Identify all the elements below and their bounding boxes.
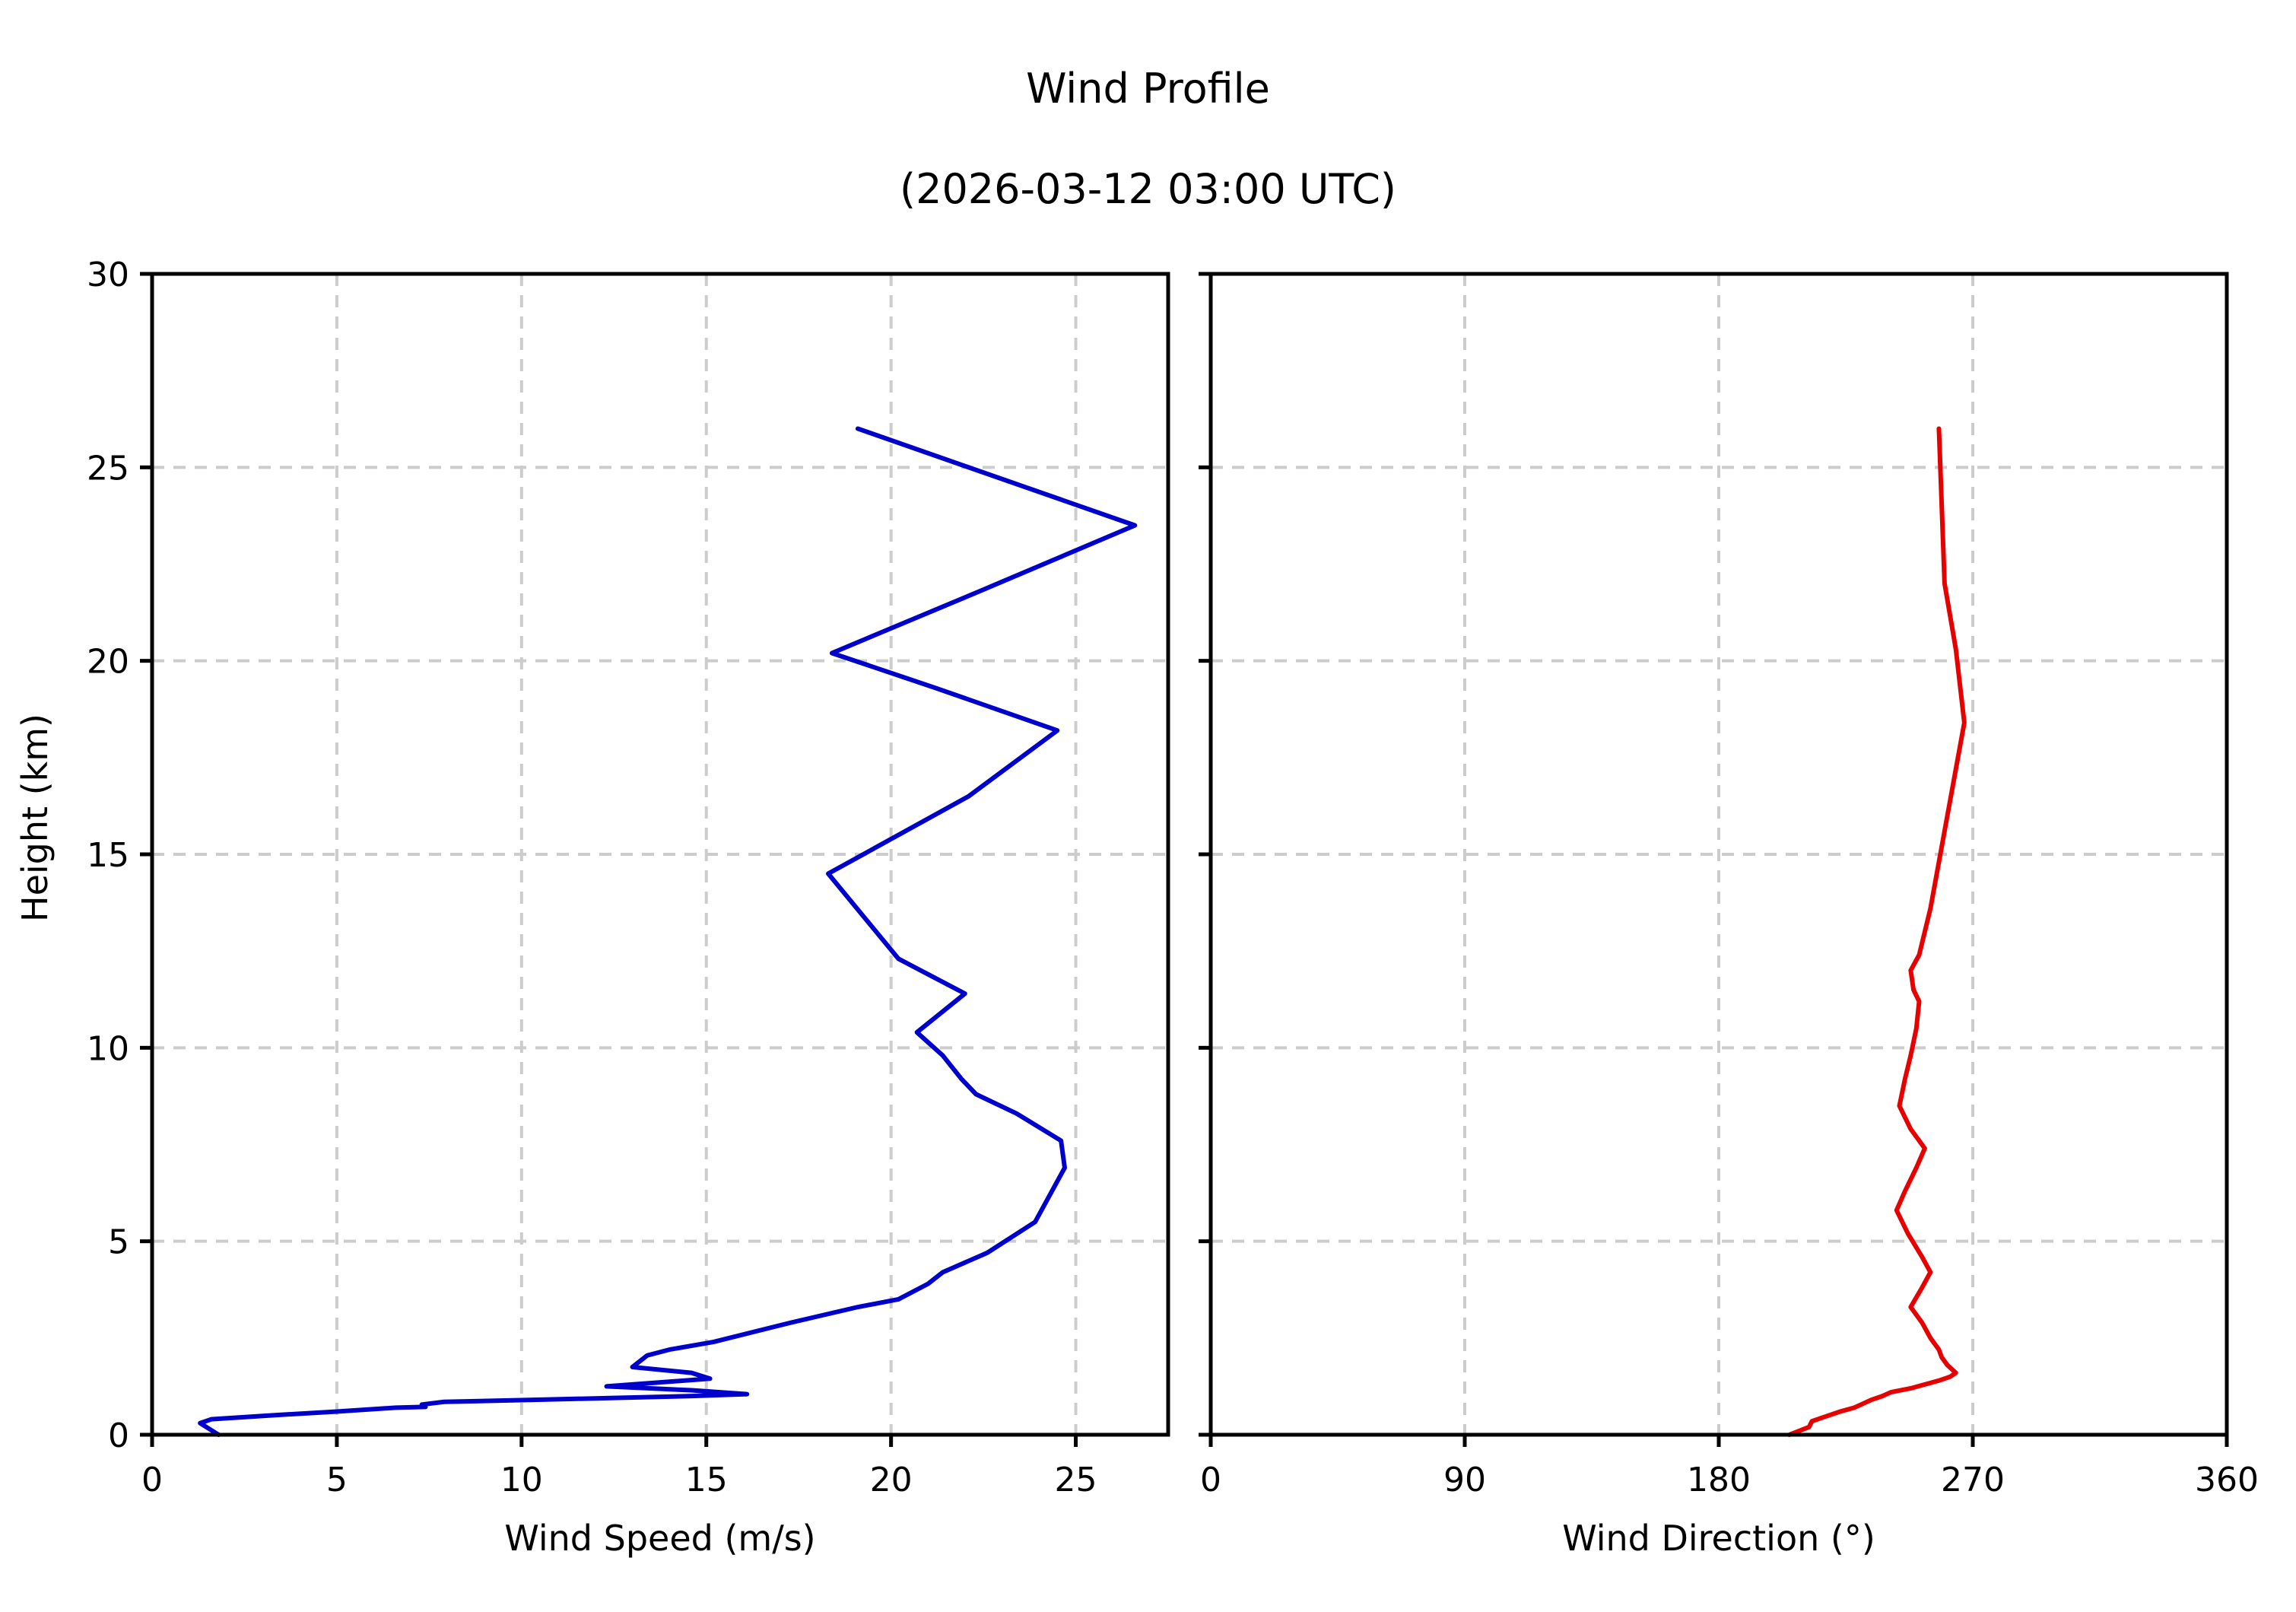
left-axes: 0 5 10 15 20 25 0 5 10 15 20 25 30 Wind Speed (m/s) bbox=[87, 256, 1170, 1559]
x-tick-label: 5 bbox=[326, 1461, 348, 1499]
y-tick-label: 25 bbox=[87, 449, 129, 488]
y-tick-label: 20 bbox=[87, 643, 129, 682]
x-tick-label: 360 bbox=[2195, 1461, 2259, 1499]
figure-title-line2: (2026-03-12 03:00 UTC) bbox=[900, 164, 1396, 213]
x-tick-label: 10 bbox=[500, 1461, 543, 1499]
x-tick-label: 180 bbox=[1687, 1461, 1751, 1499]
right-axes: 0 90 180 270 360 Wind Direction (°) bbox=[1199, 272, 2259, 1559]
wind-direction-line bbox=[1786, 426, 1967, 1437]
x-axis-label: Wind Speed (m/s) bbox=[504, 1518, 815, 1559]
y-tick-label: 10 bbox=[87, 1029, 129, 1068]
figure-title: Wind Profile (2026-03-12 03:00 UTC) bbox=[0, 14, 2296, 264]
x-tick-label: 0 bbox=[1200, 1461, 1221, 1499]
y-axis-label: Height (km) bbox=[14, 714, 56, 922]
x-tick-label: 15 bbox=[685, 1461, 728, 1499]
y-tick-label: 0 bbox=[108, 1416, 129, 1455]
x-tick-label: 0 bbox=[141, 1461, 163, 1499]
x-tick-label: 20 bbox=[870, 1461, 913, 1499]
x-tick-label: 270 bbox=[1941, 1461, 2005, 1499]
x-tick-label: 90 bbox=[1443, 1461, 1486, 1499]
y-tick-label: 15 bbox=[87, 836, 129, 875]
wind-speed-line bbox=[198, 426, 1138, 1437]
y-tick-label: 5 bbox=[108, 1223, 129, 1262]
y-tick-label: 30 bbox=[87, 256, 129, 294]
x-axis-label: Wind Direction (°) bbox=[1562, 1518, 1875, 1559]
x-tick-label: 25 bbox=[1055, 1461, 1097, 1499]
figure-title-line1: Wind Profile bbox=[1026, 64, 1270, 113]
